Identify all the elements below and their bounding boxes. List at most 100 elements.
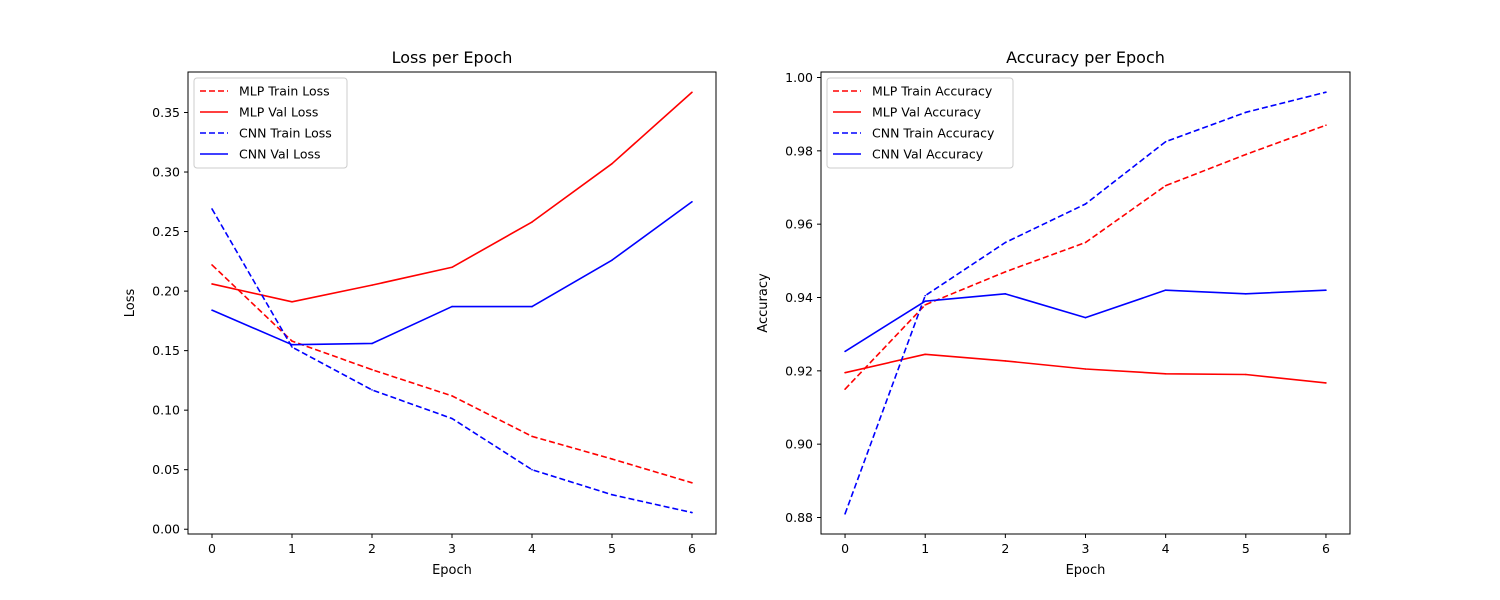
y-tick-label: 0.96 [785,217,813,232]
y-tick-label: 0.88 [785,510,813,525]
data-point-cnn-train-accuracy [1245,111,1247,114]
x-tick-label: 2 [368,541,376,556]
x-tick-label: 4 [1162,541,1170,556]
x-axis-label: Epoch [1066,563,1106,578]
data-point-cnn-val-accuracy [1245,293,1247,295]
data-point-cnn-val-accuracy [844,350,846,353]
data-point-mlp-val-accuracy [1325,382,1327,384]
data-point-mlp-train-accuracy [924,304,926,306]
x-tick-label: 4 [528,541,536,556]
data-point-mlp-train-loss [531,435,533,438]
data-point-mlp-val-accuracy [924,353,926,356]
data-point-cnn-val-accuracy [1004,293,1007,295]
y-tick-label: 0.25 [152,224,180,239]
data-point-cnn-train-loss [371,389,373,391]
data-point-cnn-val-loss [531,305,533,308]
data-point-cnn-train-loss [291,346,293,348]
data-point-cnn-val-accuracy [1325,289,1327,291]
legend-label: CNN Val Accuracy [872,147,984,162]
loss-chart: Loss per Epoch Epoch Loss 0 1 2 3 4 5 6 0.00 0.0… [123,48,717,578]
legend-frame [193,77,348,169]
data-point-mlp-val-accuracy [844,371,846,374]
data-point-mlp-val-accuracy [1084,368,1087,370]
y-tick-label: 0.98 [785,143,813,158]
y-tick-label: 1.00 [785,70,813,85]
legend-label: CNN Train Loss [239,126,332,141]
data-point-mlp-val-loss [291,301,293,303]
data-point-cnn-val-loss [611,259,613,261]
legend-label: MLP Train Loss [239,84,330,99]
y-tick-label: 0.00 [152,522,180,537]
data-point-mlp-train-accuracy [844,388,846,390]
x-tick-label: 6 [1322,541,1330,556]
x-tick-label: 6 [688,541,696,556]
y-tick-label: 0.90 [785,437,813,452]
y-tick-label: 0.35 [152,105,180,120]
series-line-cnn-val-accuracy [844,289,1326,353]
x-tick-label: 5 [1242,541,1250,556]
data-point-mlp-val-accuracy [1245,373,1247,376]
x-axis-label: Epoch [432,563,472,578]
legend-label: MLP Train Accuracy [872,84,993,99]
data-point-cnn-val-loss [451,305,453,308]
legend: MLP Train Accuracy MLP Val Accuracy CNN Tr… [826,77,1014,169]
data-point-mlp-train-loss [211,264,213,266]
data-point-cnn-val-accuracy [924,300,926,302]
chart-title: Loss per Epoch [392,48,513,67]
data-point-cnn-train-loss [211,208,213,210]
y-tick-label: 0.94 [785,290,813,305]
data-point-mlp-val-loss [371,284,373,286]
y-tick-label: 0.30 [152,165,180,180]
data-point-mlp-train-loss [611,458,613,460]
data-point-mlp-train-loss [451,395,453,397]
data-point-cnn-train-loss [611,493,613,496]
data-point-mlp-val-accuracy [1004,360,1007,362]
legend-label: CNN Val Loss [239,147,321,162]
y-tick-label: 0.92 [785,363,813,378]
data-point-mlp-train-accuracy [1004,271,1007,273]
x-tick-label: 5 [608,541,616,556]
data-point-cnn-train-accuracy [924,294,926,297]
y-tick-label: 0.15 [152,343,180,358]
data-point-cnn-val-loss [371,342,373,345]
data-point-cnn-train-accuracy [1325,91,1327,93]
data-point-cnn-train-loss [691,511,693,514]
data-point-cnn-train-accuracy [844,513,846,515]
legend: MLP Train Loss MLP Val Loss CNN Train Loss… [193,77,348,169]
data-point-cnn-train-loss [531,468,533,471]
data-point-mlp-val-accuracy [1164,372,1167,375]
data-point-mlp-val-loss [691,91,693,94]
data-point-cnn-train-accuracy [1164,140,1167,143]
series-line-mlp-train-loss [211,264,693,484]
x-tick-label: 2 [1001,541,1009,556]
legend-label: CNN Train Accuracy [872,126,995,141]
data-point-mlp-train-accuracy [1164,184,1167,187]
data-point-mlp-train-accuracy [1325,124,1327,126]
y-axis-label: Accuracy [756,273,771,333]
data-point-mlp-train-loss [691,481,693,484]
data-point-cnn-val-accuracy [1164,289,1167,291]
x-tick-label: 1 [288,541,296,556]
data-point-mlp-train-accuracy [1084,241,1087,244]
legend-label: MLP Val Loss [239,105,318,120]
x-tick-label: 1 [921,541,929,556]
y-tick-label: 0.20 [152,284,180,299]
data-point-cnn-val-accuracy [1084,316,1087,319]
x-tick-label: 3 [1082,541,1090,556]
data-point-cnn-train-accuracy [1084,203,1087,205]
data-point-cnn-val-loss [691,200,693,203]
y-tick-label: 0.10 [152,403,180,418]
y-axis-label: Loss [123,289,138,318]
data-point-mlp-train-loss [371,368,373,371]
accuracy-chart: Accuracy per Epoch Epoch Accuracy 0 1 2 3 4 5… [756,48,1351,578]
x-tick-label: 0 [208,541,216,556]
data-point-cnn-val-loss [291,343,293,346]
x-tick-label: 3 [448,541,456,556]
data-point-mlp-train-loss [291,340,293,342]
series-line-cnn-val-loss [211,201,693,346]
data-point-mlp-val-loss [211,283,213,285]
data-point-mlp-train-accuracy [1245,153,1247,156]
y-tick-label: 0.05 [152,462,180,477]
legend-label: MLP Val Accuracy [872,105,982,120]
